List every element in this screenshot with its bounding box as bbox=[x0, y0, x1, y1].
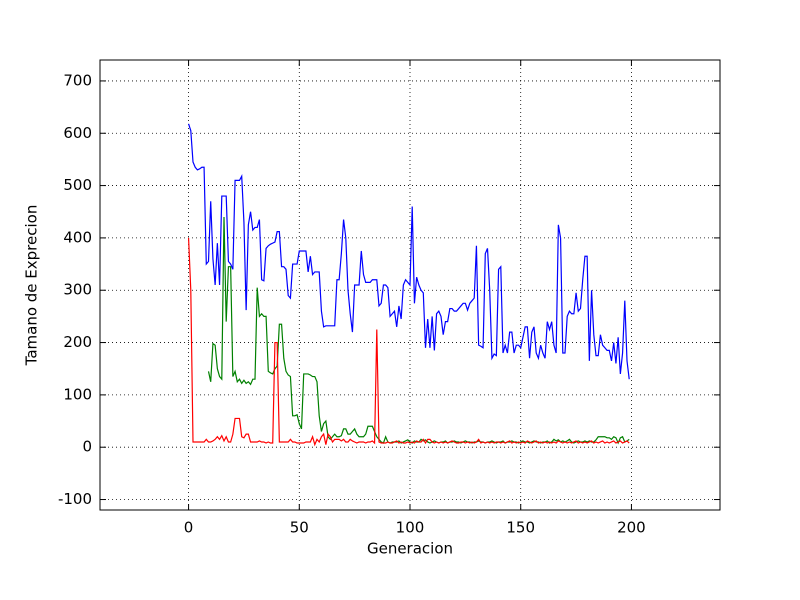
y-axis-label: Tamano de Exprecion bbox=[23, 205, 41, 367]
y-tick-label: 300 bbox=[63, 281, 92, 299]
x-tick-label: 200 bbox=[617, 519, 646, 537]
y-tick-label: 700 bbox=[63, 71, 92, 89]
y-tick-label: 400 bbox=[63, 228, 92, 246]
y-tick-label: 600 bbox=[63, 124, 92, 142]
y-tick-label: 500 bbox=[63, 176, 92, 194]
y-tick-label: 200 bbox=[63, 333, 92, 351]
y-tick-label: 0 bbox=[82, 438, 92, 456]
y-tick-label: 100 bbox=[63, 385, 92, 403]
series-line bbox=[187, 237, 630, 447]
x-axis-label: Generacion bbox=[367, 540, 453, 558]
x-tick-label: 0 bbox=[184, 519, 194, 537]
x-tick-label: 100 bbox=[396, 519, 425, 537]
x-tick-label: 150 bbox=[506, 519, 535, 537]
plot-frame bbox=[99, 59, 721, 511]
series-line bbox=[187, 123, 630, 380]
y-tick-label: -100 bbox=[58, 490, 92, 508]
x-tick-label: 50 bbox=[290, 519, 309, 537]
